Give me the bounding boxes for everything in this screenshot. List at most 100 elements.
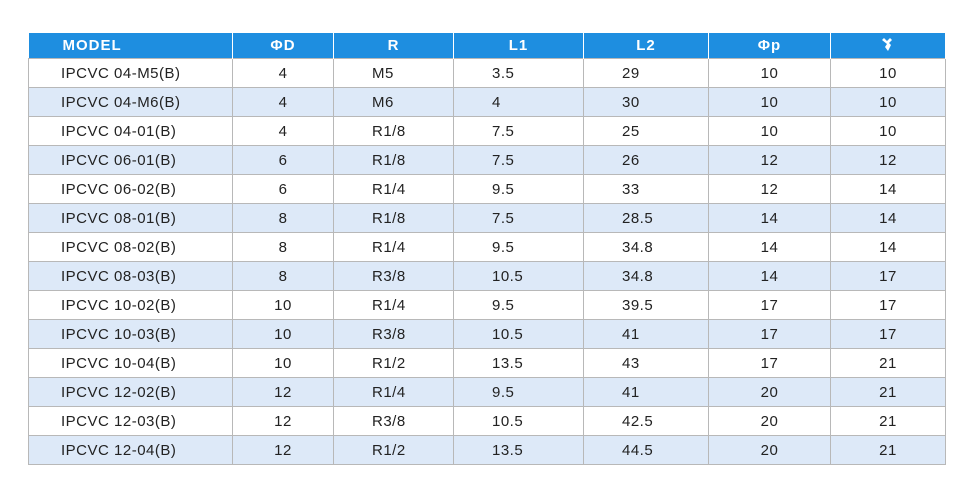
table-cell: 10.5 xyxy=(453,261,584,291)
table-cell: IPCVC 10-02(B) xyxy=(28,290,233,320)
table-cell: 21 xyxy=(830,377,946,407)
table-cell: IPCVC 12-02(B) xyxy=(28,377,233,407)
table-cell: 8 xyxy=(232,203,334,233)
table-header: MODEL ΦD R L1 L2 Φp xyxy=(28,33,946,59)
header-cell: L2 xyxy=(583,33,709,59)
wrench-icon xyxy=(882,37,892,51)
table-cell: IPCVC 10-03(B) xyxy=(28,319,233,349)
table-cell: IPCVC 08-03(B) xyxy=(28,261,233,291)
table-cell: 41 xyxy=(583,319,709,349)
table-cell: 12 xyxy=(232,406,334,436)
table-cell: R1/2 xyxy=(333,348,454,378)
table-cell: 8 xyxy=(232,261,334,291)
table-row: IPCVC 06-01(B) 6 R1/8 7.5 26 12 12 xyxy=(28,145,946,175)
table-cell: 17 xyxy=(830,319,946,349)
table-cell: IPCVC 12-03(B) xyxy=(28,406,233,436)
table-cell: 10 xyxy=(830,116,946,146)
table-cell: IPCVC 10-04(B) xyxy=(28,348,233,378)
table-cell: 12 xyxy=(708,145,831,175)
table-cell: 14 xyxy=(708,232,831,262)
table-cell: R1/4 xyxy=(333,174,454,204)
table-cell: IPCVC 06-01(B) xyxy=(28,145,233,175)
table-cell: IPCVC 04-01(B) xyxy=(28,116,233,146)
table-cell: R1/4 xyxy=(333,290,454,320)
table-cell: 21 xyxy=(830,348,946,378)
table-cell: 6 xyxy=(232,145,334,175)
table-cell: 17 xyxy=(830,261,946,291)
table-row: IPCVC 04-01(B) 4 R1/8 7.5 25 10 10 xyxy=(28,116,946,146)
table-cell: 12 xyxy=(232,377,334,407)
table-cell: 7.5 xyxy=(453,116,584,146)
table-cell: M6 xyxy=(333,87,454,117)
table-cell: 20 xyxy=(708,435,831,465)
table-cell: R1/2 xyxy=(333,435,454,465)
table-cell: 10 xyxy=(708,87,831,117)
table-cell: 14 xyxy=(830,232,946,262)
table-row: IPCVC 04-M6(B) 4 M6 4 30 10 10 xyxy=(28,87,946,117)
table-cell: 3.5 xyxy=(453,58,584,88)
table-row: IPCVC 10-02(B) 10 R1/4 9.5 39.5 17 17 xyxy=(28,290,946,320)
table-row: IPCVC 06-02(B) 6 R1/4 9.5 33 12 14 xyxy=(28,174,946,204)
table-cell: 42.5 xyxy=(583,406,709,436)
table-cell: 10.5 xyxy=(453,406,584,436)
table-cell: 17 xyxy=(708,319,831,349)
table-row: IPCVC 04-M5(B) 4 M5 3.5 29 10 10 xyxy=(28,58,946,88)
table-cell: 6 xyxy=(232,174,334,204)
header-row: MODEL ΦD R L1 L2 Φp xyxy=(28,33,946,59)
table-row: IPCVC 08-01(B) 8 R1/8 7.5 28.5 14 14 xyxy=(28,203,946,233)
table-cell: IPCVC 08-01(B) xyxy=(28,203,233,233)
table-cell: 10 xyxy=(708,116,831,146)
table-cell: 43 xyxy=(583,348,709,378)
table-cell: 8 xyxy=(232,232,334,262)
table-cell: 29 xyxy=(583,58,709,88)
table-cell: 17 xyxy=(708,290,831,320)
table-cell: 14 xyxy=(708,203,831,233)
table-cell: R1/8 xyxy=(333,116,454,146)
table-cell: 17 xyxy=(830,290,946,320)
table-cell: 21 xyxy=(830,406,946,436)
table-cell: R3/8 xyxy=(333,406,454,436)
table-cell: 10 xyxy=(232,290,334,320)
table-cell: 30 xyxy=(583,87,709,117)
table-row: IPCVC 08-02(B) 8 R1/4 9.5 34.8 14 14 xyxy=(28,232,946,262)
table-cell: 34.8 xyxy=(583,232,709,262)
table-cell: 4 xyxy=(232,116,334,146)
table-cell: 13.5 xyxy=(453,348,584,378)
table-cell: 26 xyxy=(583,145,709,175)
table-cell: R3/8 xyxy=(333,319,454,349)
table-cell: IPCVC 04-M6(B) xyxy=(28,87,233,117)
table-cell: 9.5 xyxy=(453,290,584,320)
table-cell: 20 xyxy=(708,406,831,436)
table-cell: IPCVC 12-04(B) xyxy=(28,435,233,465)
table-cell: 17 xyxy=(708,348,831,378)
table-row: IPCVC 12-03(B) 12 R3/8 10.5 42.5 20 21 xyxy=(28,406,946,436)
table-cell: 14 xyxy=(830,174,946,204)
table-cell: 10 xyxy=(830,58,946,88)
table-cell: 10 xyxy=(830,87,946,117)
table-cell: 33 xyxy=(583,174,709,204)
table-cell: 14 xyxy=(830,203,946,233)
table-cell: 28.5 xyxy=(583,203,709,233)
table-cell: R1/8 xyxy=(333,203,454,233)
table-cell: R1/4 xyxy=(333,232,454,262)
table-cell: 9.5 xyxy=(453,232,584,262)
header-cell: R xyxy=(333,33,454,59)
table-cell: 9.5 xyxy=(453,174,584,204)
header-cell: MODEL xyxy=(28,33,233,59)
table-cell: 14 xyxy=(708,261,831,291)
table-row: IPCVC 12-02(B) 12 R1/4 9.5 41 20 21 xyxy=(28,377,946,407)
table-cell: 10 xyxy=(232,348,334,378)
table-cell: 4 xyxy=(232,58,334,88)
table-cell: IPCVC 08-02(B) xyxy=(28,232,233,262)
table-cell: 10.5 xyxy=(453,319,584,349)
table-cell: 39.5 xyxy=(583,290,709,320)
table-cell: R3/8 xyxy=(333,261,454,291)
table-cell: 7.5 xyxy=(453,203,584,233)
table-cell: 21 xyxy=(830,435,946,465)
table-cell: 4 xyxy=(232,87,334,117)
table-row: IPCVC 08-03(B) 8 R3/8 10.5 34.8 14 17 xyxy=(28,261,946,291)
table-cell: 12 xyxy=(708,174,831,204)
header-icon-cell xyxy=(830,33,946,59)
table-cell: 4 xyxy=(453,87,584,117)
